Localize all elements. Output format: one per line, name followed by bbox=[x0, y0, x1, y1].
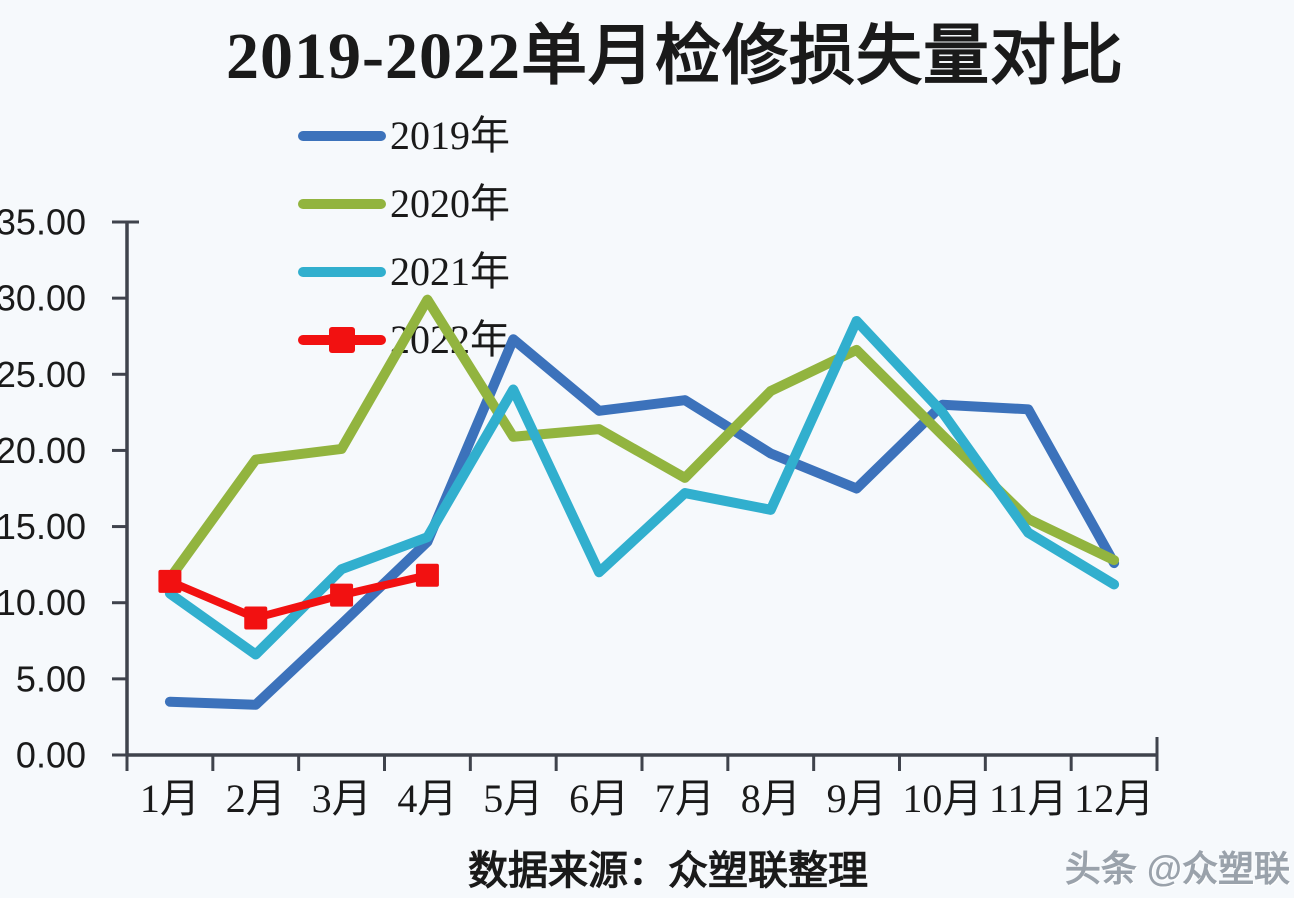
legend-swatch-2019 bbox=[298, 122, 386, 150]
x-tick-label: 11月 bbox=[989, 776, 1068, 821]
line-swatch-icon bbox=[298, 199, 386, 209]
x-tick-label: 4月 bbox=[397, 776, 457, 821]
line-swatch-icon bbox=[298, 267, 386, 277]
y-tick-label: 20.00 bbox=[0, 430, 86, 471]
series-line-2020 bbox=[164, 294, 1120, 584]
x-tick-label: 3月 bbox=[312, 776, 372, 821]
x-tick-label: 9月 bbox=[827, 776, 887, 821]
y-tick-label: 15.00 bbox=[0, 506, 86, 547]
y-tick-label: 30.00 bbox=[0, 278, 86, 319]
x-tick-label: 7月 bbox=[655, 776, 715, 821]
watermark-text: 头条 @众塑联 bbox=[1064, 848, 1290, 889]
legend-label-2021: 2021年 bbox=[390, 249, 510, 294]
source-note: 数据来源：众塑联整理 bbox=[468, 848, 868, 893]
x-tick-label: 10月 bbox=[902, 776, 982, 821]
series-line-2021 bbox=[164, 315, 1120, 660]
series-marker-2022 bbox=[330, 583, 354, 607]
legend-item-2020: 2020年 bbox=[298, 170, 510, 238]
y-tick-label: 0.00 bbox=[16, 735, 86, 776]
series-marker-2022 bbox=[244, 606, 268, 630]
legend-item-2019: 2019年 bbox=[298, 102, 510, 170]
square-marker-icon bbox=[329, 327, 355, 353]
legend-item-2021: 2021年 bbox=[298, 238, 510, 306]
y-tick-label: 25.00 bbox=[0, 354, 86, 395]
series-line-2022 bbox=[165, 571, 432, 622]
x-tick-label: 1月 bbox=[140, 776, 200, 821]
x-tick-label: 5月 bbox=[483, 776, 543, 821]
x-tick-label: 6月 bbox=[569, 776, 629, 821]
series-marker-2022 bbox=[415, 563, 439, 587]
x-tick-label: 8月 bbox=[741, 776, 801, 821]
series-line-2019 bbox=[164, 334, 1120, 710]
legend-swatch-2021 bbox=[298, 258, 386, 286]
legend-swatch-2022 bbox=[298, 326, 386, 354]
x-tick-label: 12月 bbox=[1074, 776, 1154, 821]
line-swatch-icon bbox=[298, 131, 386, 141]
x-tick-label: 2月 bbox=[226, 776, 286, 821]
legend-swatch-2020 bbox=[298, 190, 386, 218]
series-marker-2022 bbox=[158, 569, 182, 593]
y-tick-label: 10.00 bbox=[0, 582, 86, 623]
legend-label-2020: 2020年 bbox=[390, 181, 510, 226]
legend-label-2019: 2019年 bbox=[390, 113, 510, 158]
chart-title: 2019-2022单月检修损失量对比 bbox=[226, 20, 1124, 93]
y-tick-label: 5.00 bbox=[16, 658, 86, 699]
y-tick-label: 35.00 bbox=[0, 202, 86, 243]
